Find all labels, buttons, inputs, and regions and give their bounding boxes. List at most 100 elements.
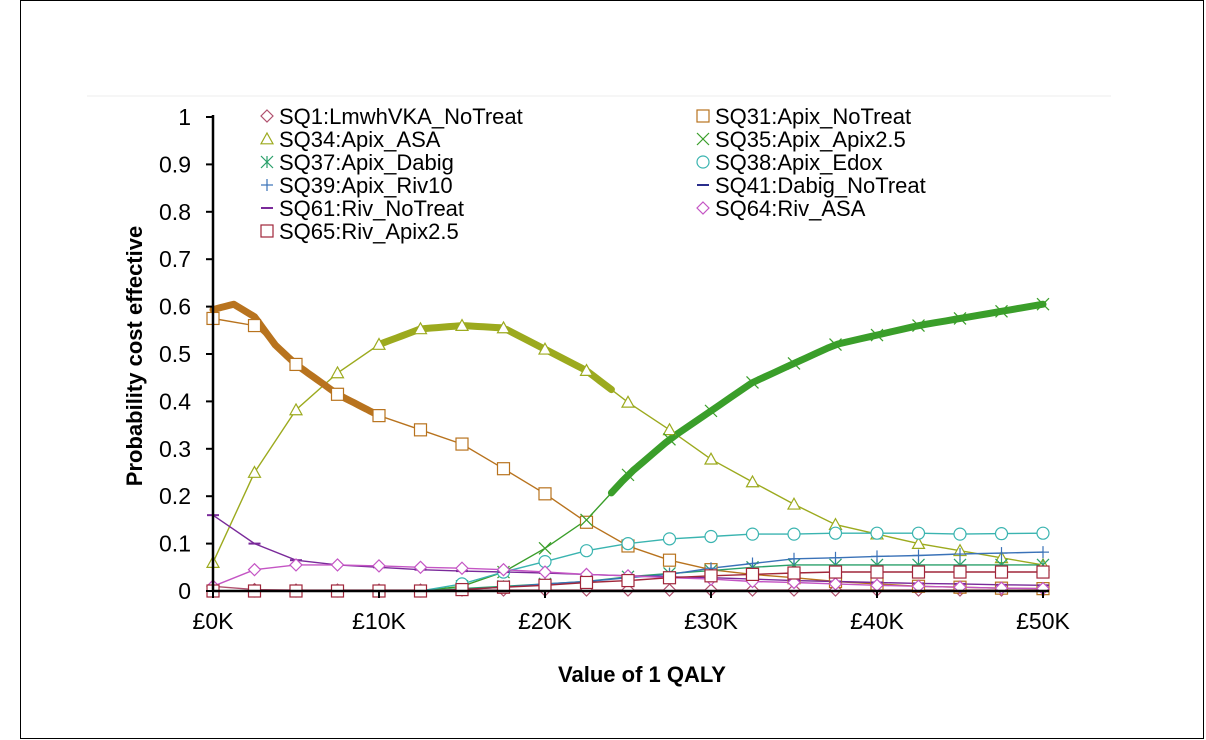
point-sq38-apix-edox-10	[621, 536, 635, 551]
point-sq31-apix-notreat-7	[496, 462, 511, 476]
point-sq39-apix-riv10-14	[788, 552, 800, 565]
legend-entry-sq61-riv-notreat: SQ61:Riv_NoTreat	[261, 196, 464, 221]
y-tick-label: 0.7	[159, 246, 191, 272]
chart-frame: 0 0.1 0.2 0.3 0.4 0.5 0.6 0.7 0.8 0.9 1 £0K £10K £20K…	[20, 0, 1204, 739]
point-sq34-apix-asa-7	[496, 320, 511, 334]
point-sq38-apix-edox-19	[994, 527, 1009, 541]
legend-entry-sq38-apix-edox: SQ38:Apix_Edox	[696, 150, 883, 175]
point-sq31-apix-notreat-8	[538, 487, 552, 501]
legend-label: SQ65:Riv_Apix2.5	[279, 219, 459, 244]
legend-entry-sq35-apix-apix2-5: SQ35:Apix_Apix2.5	[696, 127, 906, 152]
legend-marker-sq64-riv-asa	[696, 201, 710, 215]
y-tick-label: 0.5	[159, 341, 191, 367]
point-sq38-apix-edox-15	[828, 526, 843, 540]
point-sq35-apix-apix2-5-14	[787, 357, 801, 370]
legend-entry-sq37-apix-dabig: SQ37:Apix_Dabig	[260, 150, 454, 175]
point-sq38-apix-edox-13	[745, 527, 760, 541]
legend-label: SQ35:Apix_Apix2.5	[715, 127, 906, 152]
y-tick-label: 0.9	[159, 151, 191, 177]
point-sq34-apix-asa-2	[288, 402, 304, 416]
x-axis-title: Value of 1 QALY	[558, 662, 726, 687]
legend-label: SQ39:Apix_Riv10	[279, 173, 453, 198]
legend-label: SQ34:Apix_ASA	[279, 127, 441, 152]
legend-marker-sq37-apix-dabig	[260, 155, 274, 169]
point-sq65-riv-apix2-5-17	[911, 565, 926, 579]
point-sq35-apix-apix2-5-9	[580, 513, 593, 527]
point-sq65-riv-apix2-5-13	[745, 567, 760, 582]
point-sq39-apix-riv10-20	[1037, 546, 1049, 559]
legend-layer: SQ1:LmwhVKA_NoTreat SQ31:Apix_NoTreat SQ34…	[259, 104, 926, 244]
ceac-chart: 0 0.1 0.2 0.3 0.4 0.5 0.6 0.7 0.8 0.9 1 £0K £10K £20K…	[87, 95, 1111, 687]
legend-label: SQ41:Dabig_NoTreat	[715, 173, 926, 198]
point-sq31-apix-notreat-9	[579, 515, 594, 529]
point-sq64-riv-asa-4	[372, 559, 386, 573]
point-sq34-apix-asa-5	[413, 321, 428, 335]
legend-entry-sq1-lmwhvka-notreat: SQ1:LmwhVKA_NoTreat	[260, 104, 523, 129]
point-sq31-apix-notreat-6	[455, 437, 469, 451]
legend-entry-sq65-riv-apix2-5: SQ65:Riv_Apix2.5	[260, 219, 459, 244]
point-sq65-riv-apix2-5-20	[1036, 565, 1050, 579]
point-sq34-apix-asa-4	[371, 337, 387, 350]
point-sq38-apix-edox-16	[870, 526, 884, 540]
x-tick-label: £50K	[1016, 608, 1070, 634]
x-tick-label: £0K	[193, 608, 235, 634]
point-sq34-apix-asa-12	[703, 451, 719, 465]
point-sq65-riv-apix2-5-14	[787, 566, 801, 580]
point-sq35-apix-apix2-5-11	[663, 432, 676, 446]
axes-layer: 0 0.1 0.2 0.3 0.4 0.5 0.6 0.7 0.8 0.9 1 £0K £10K £20K…	[159, 104, 1070, 634]
point-sq35-apix-apix2-5-16	[870, 328, 884, 342]
point-sq65-riv-apix2-5-10	[621, 573, 635, 588]
point-sq39-apix-riv10-17	[912, 549, 925, 562]
y-tick-label: 0.3	[159, 436, 191, 462]
legend-label: SQ64:Riv_ASA	[715, 196, 866, 221]
point-sq64-riv-asa-1	[247, 562, 262, 577]
point-sq38-apix-edox-14	[787, 527, 801, 541]
point-sq35-apix-apix2-5-10	[621, 468, 635, 482]
point-sq38-apix-edox-12	[704, 529, 718, 544]
x-tick-label: £10K	[352, 608, 406, 634]
point-sq34-apix-asa-1	[247, 465, 262, 478]
legend-marker-sq39-apix-riv10	[261, 179, 273, 191]
y-tick-label: 0.8	[159, 199, 191, 225]
point-sq34-apix-asa-11	[662, 422, 677, 436]
point-sq34-apix-asa-13	[745, 474, 760, 488]
point-sq31-apix-notreat-2	[289, 357, 303, 372]
point-sq64-riv-asa-2	[289, 558, 303, 572]
y-tick-label: 0.4	[159, 388, 191, 414]
point-sq39-apix-riv10-19	[995, 547, 1008, 560]
point-sq64-riv-asa-6	[455, 561, 469, 576]
legend-label: SQ37:Apix_Dabig	[279, 150, 454, 175]
point-sq65-riv-apix2-5-8	[538, 578, 552, 592]
point-sq38-apix-edox-20	[1036, 526, 1050, 540]
legend-marker-sq38-apix-edox	[696, 155, 710, 169]
point-sq35-apix-apix2-5-19	[995, 304, 1008, 318]
legend-marker-sq34-apix-asa	[259, 131, 275, 145]
point-sq34-apix-asa-3	[330, 365, 345, 379]
point-sq65-riv-apix2-5-16	[870, 565, 884, 579]
point-sq39-apix-riv10-15	[829, 551, 842, 564]
point-sq35-apix-apix2-5-13	[746, 376, 759, 389]
legend-label: SQ31:Apix_NoTreat	[715, 104, 911, 129]
legend-entry-sq39-apix-riv10: SQ39:Apix_Riv10	[261, 173, 453, 198]
legend-label: SQ1:LmwhVKA_NoTreat	[279, 104, 523, 129]
point-sq31-apix-notreat-5	[413, 423, 428, 437]
y-tick-label: 0	[178, 578, 191, 604]
point-sq64-riv-asa-7	[496, 562, 511, 577]
envelope-sq34-apix-asa	[375, 322, 615, 394]
y-tick-label: 0.1	[159, 531, 191, 557]
legend-entry-sq41-dabig-notreat: SQ41:Dabig_NoTreat	[697, 173, 926, 198]
point-sq31-apix-notreat-1	[247, 318, 262, 333]
point-sq31-apix-notreat-4	[372, 409, 386, 423]
point-sq34-apix-asa-9	[579, 363, 594, 376]
point-sq39-apix-riv10-13	[746, 557, 759, 570]
point-sq64-riv-asa-5	[413, 560, 428, 575]
point-sq34-apix-asa-17	[911, 536, 926, 550]
legend-entry-sq34-apix-asa: SQ34:Apix_ASA	[259, 127, 441, 152]
point-sq38-apix-edox-17	[911, 526, 926, 540]
point-sq34-apix-asa-10	[620, 395, 636, 408]
point-sq64-riv-asa-8	[538, 565, 552, 579]
point-sq34-apix-asa-6	[454, 318, 470, 331]
x-tick-label: £30K	[684, 608, 738, 634]
point-sq38-apix-edox-18	[953, 527, 967, 541]
legend-marker-sq35-apix-apix2-5	[696, 132, 710, 146]
